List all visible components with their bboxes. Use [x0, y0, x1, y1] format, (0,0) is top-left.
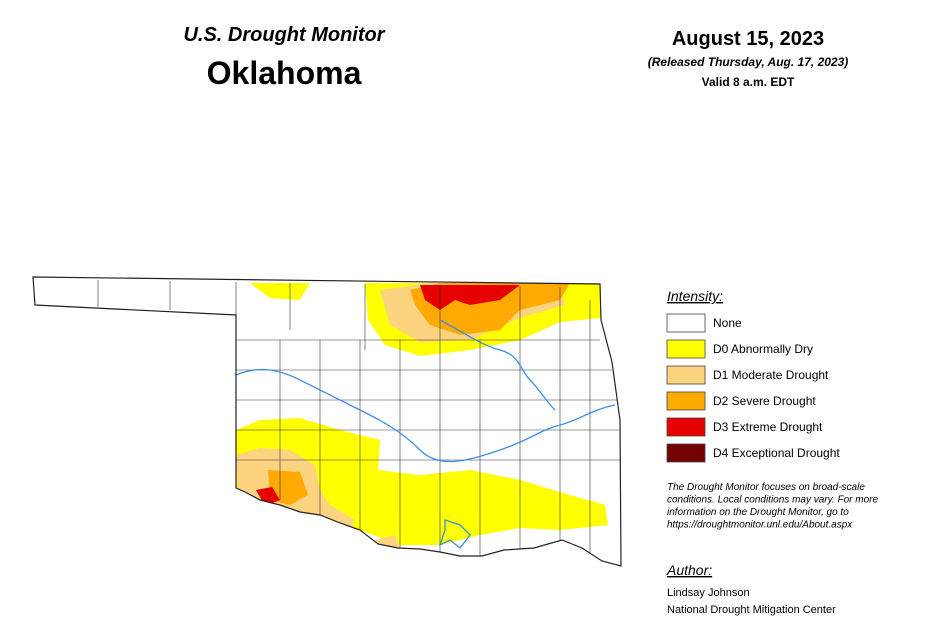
author-line: National Drought Mitigation Center	[667, 604, 836, 616]
note-line: conditions. Local conditions may vary. F…	[667, 495, 878, 506]
legend-swatch	[666, 417, 706, 437]
release-date: (Released Thursday, Aug. 17, 2023)	[648, 55, 849, 69]
legend-label: D3 Extreme Drought	[713, 420, 823, 434]
legend-label: D0 Abnormally Dry	[713, 342, 813, 356]
legend-label: D4 Exceptional Drought	[713, 446, 840, 460]
lake	[438, 519, 471, 549]
note-line: https://droughtmonitor.unl.edu/About.asp…	[667, 520, 853, 531]
author-line: Lindsay Johnson	[667, 587, 750, 599]
d2-area	[268, 470, 308, 505]
county-lines	[97, 280, 620, 560]
note-line: information on the Drought Monitor, go t…	[667, 507, 849, 518]
drought-areas	[236, 283, 608, 550]
legend: None D0 Abnormally Dry D1 Moderate Drought…	[666, 313, 840, 463]
river	[235, 368, 616, 463]
state-name: Oklahoma	[207, 55, 362, 91]
d0-area	[250, 283, 310, 300]
legend-swatch	[666, 313, 706, 333]
legend-title: Intensity:	[667, 288, 723, 304]
author: Lindsay Johnson National Drought Mitigati…	[667, 587, 836, 616]
valid-time: Valid 8 a.m. EDT	[702, 75, 795, 89]
legend-label: D1 Moderate Drought	[713, 368, 829, 382]
d3-area	[420, 285, 520, 310]
map-title: U.S. Drought Monitor	[183, 24, 385, 46]
d3-area	[256, 487, 280, 506]
note-line: The Drought Monitor focuses on broad-sca…	[667, 482, 865, 493]
map-date: August 15, 2023	[672, 28, 824, 50]
note: The Drought Monitor focuses on broad-sca…	[667, 482, 878, 531]
legend-swatch	[666, 391, 706, 411]
state-map	[32, 276, 622, 567]
river	[439, 319, 556, 411]
legend-label: None	[713, 316, 742, 330]
legend-label: D2 Severe Drought	[713, 394, 816, 408]
author-title: Author:	[666, 562, 712, 578]
legend-swatch	[666, 443, 706, 463]
legend-swatch	[666, 365, 706, 385]
legend-swatch	[666, 339, 706, 359]
